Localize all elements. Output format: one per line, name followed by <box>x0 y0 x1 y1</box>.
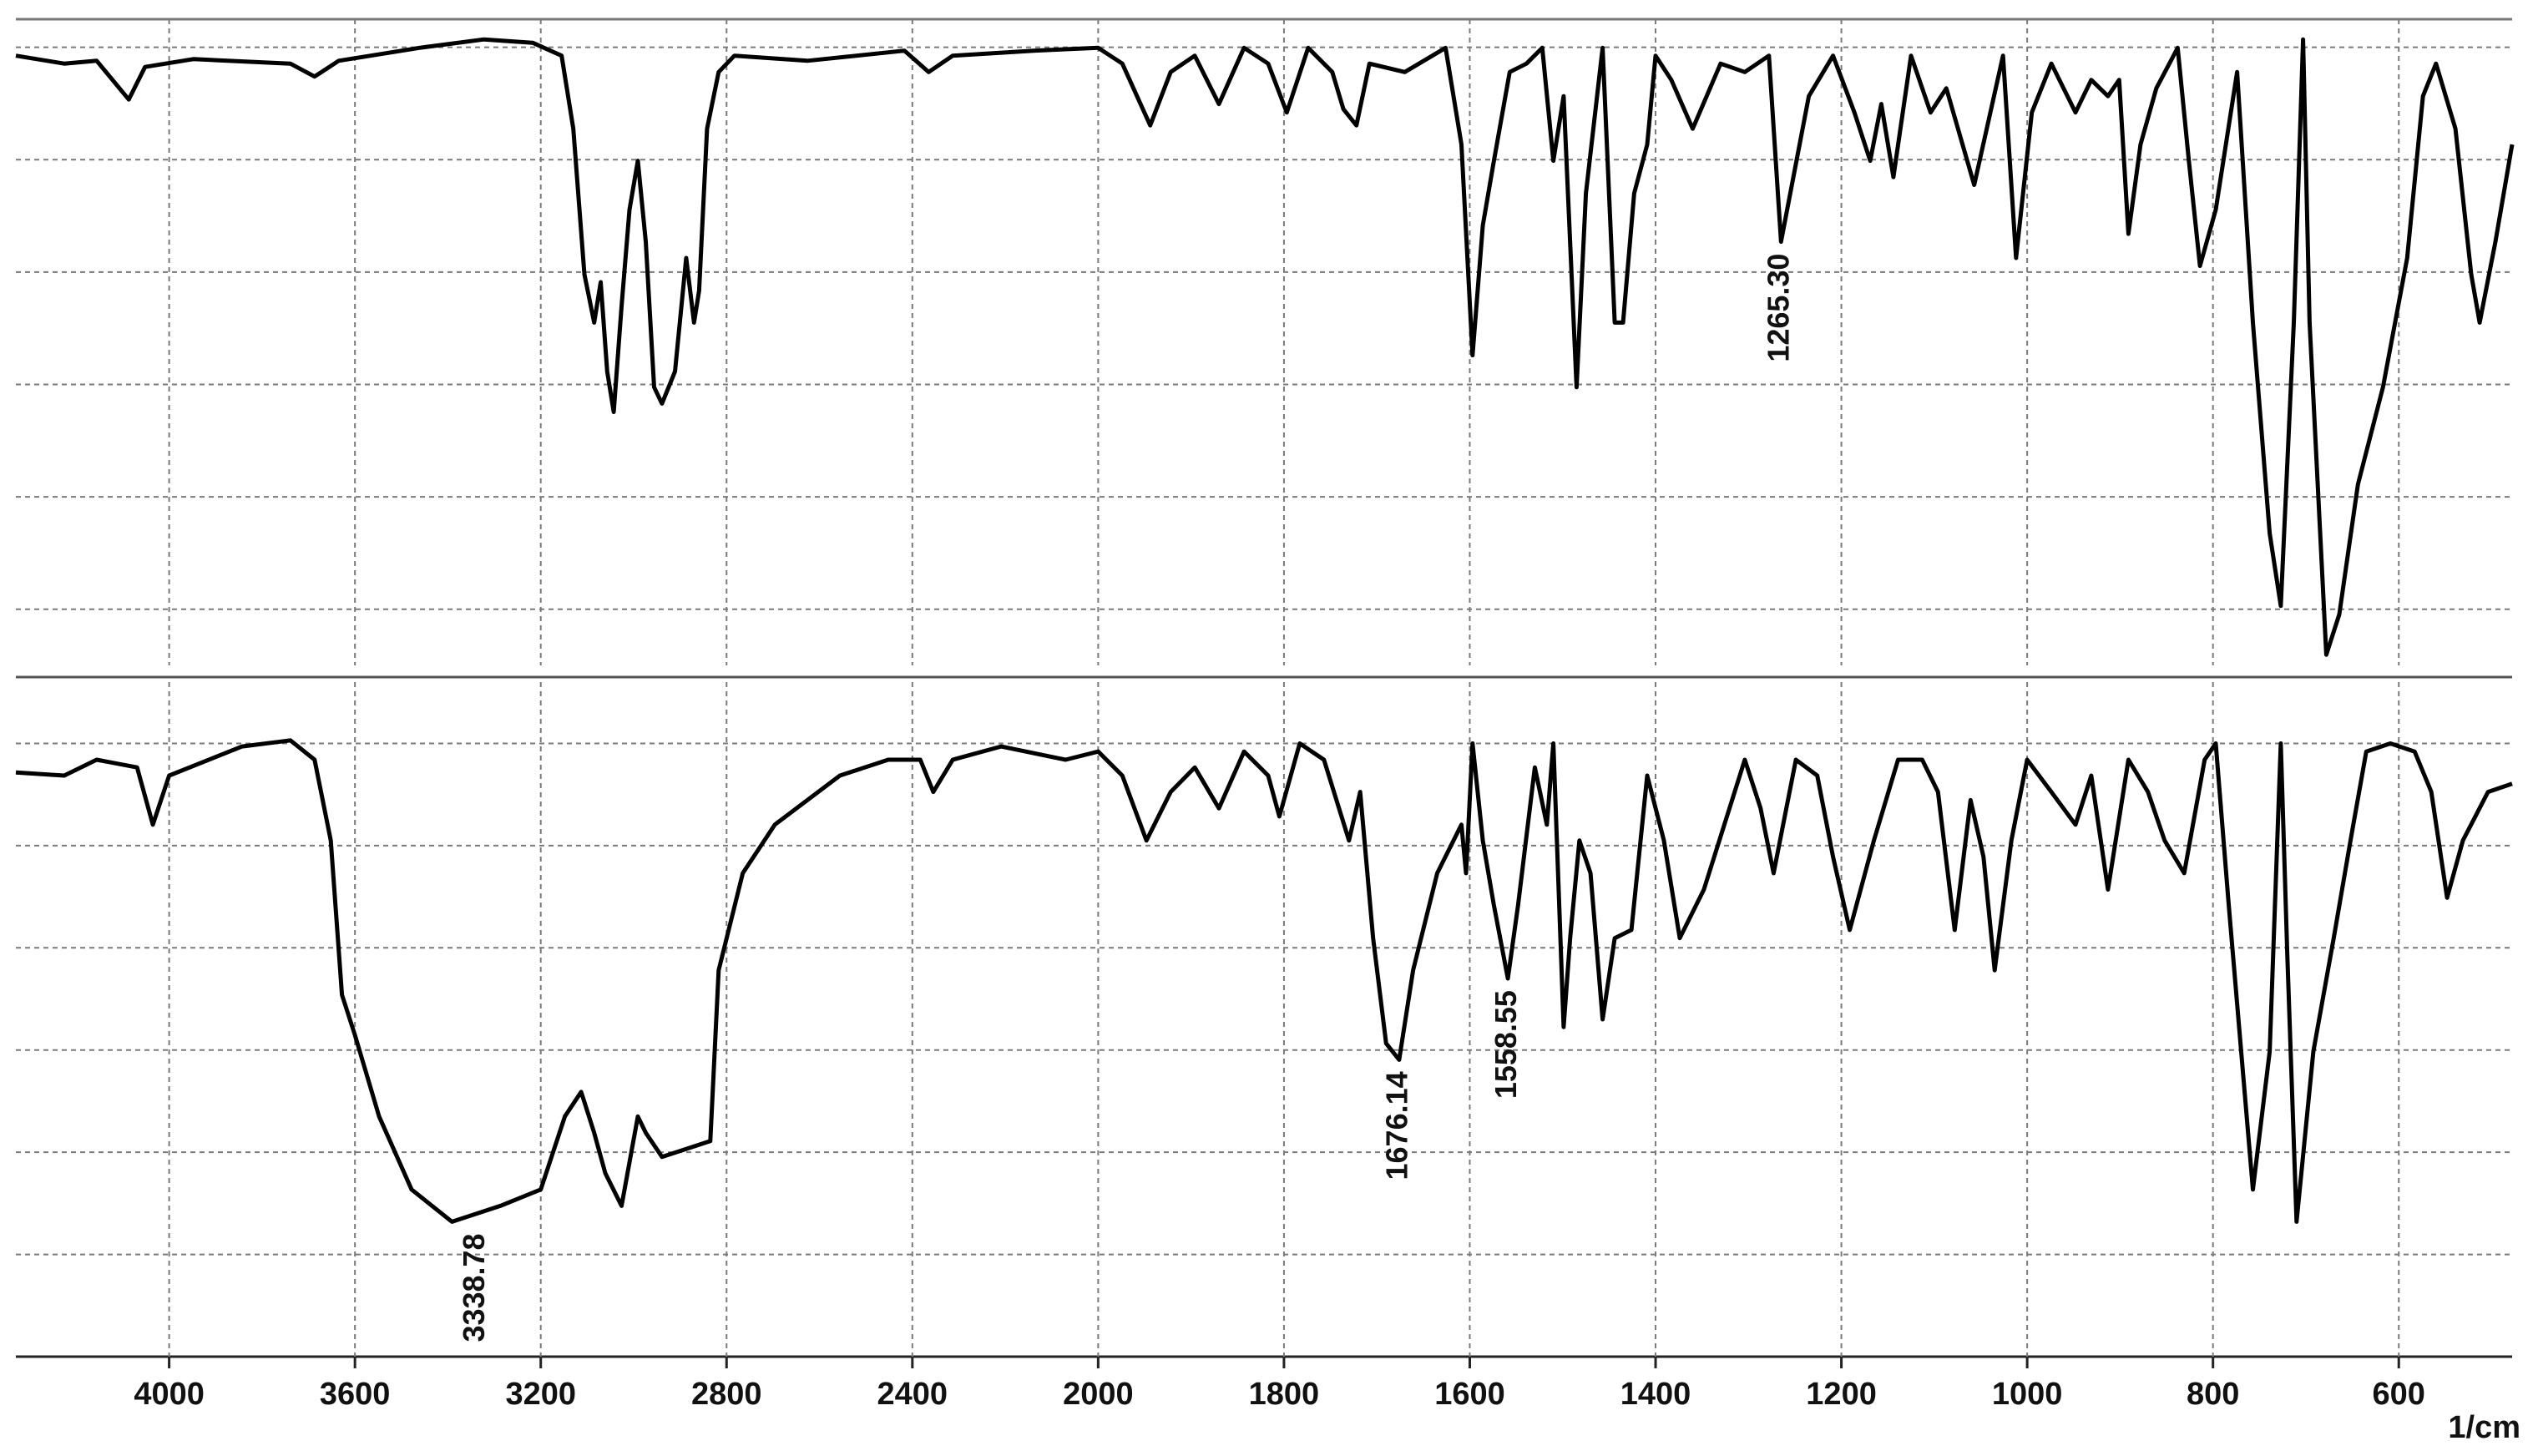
x-tick-label: 4000 <box>134 1377 205 1412</box>
x-tick-label: 1800 <box>1249 1377 1320 1412</box>
spectrum-line <box>15 37 2515 657</box>
x-tick-label: 2400 <box>877 1377 948 1412</box>
x-tick-label: 800 <box>2187 1377 2239 1412</box>
x-tick-label: 1600 <box>1434 1377 1505 1412</box>
x-tick-label: 3200 <box>505 1377 576 1412</box>
x-tick-label: 1000 <box>1992 1377 2063 1412</box>
x-tick-label: 3600 <box>320 1377 391 1412</box>
x-axis-label: 1/cm <box>2448 1410 2520 1445</box>
x-tick-label: 2800 <box>691 1377 762 1412</box>
x-tick-label: 600 <box>2373 1377 2425 1412</box>
x-tick-label: 1200 <box>1806 1377 1877 1412</box>
peak-label: 1558.55 <box>1489 990 1523 1099</box>
peak-label: 1265.30 <box>1761 254 1795 362</box>
spectrum-line <box>15 738 2513 1224</box>
x-tick-label: 1400 <box>1620 1377 1691 1412</box>
x-tick-label: 2000 <box>1063 1377 1134 1412</box>
peak-label: 3338.78 <box>457 1233 491 1342</box>
peak-label: 1676.14 <box>1379 1071 1413 1180</box>
